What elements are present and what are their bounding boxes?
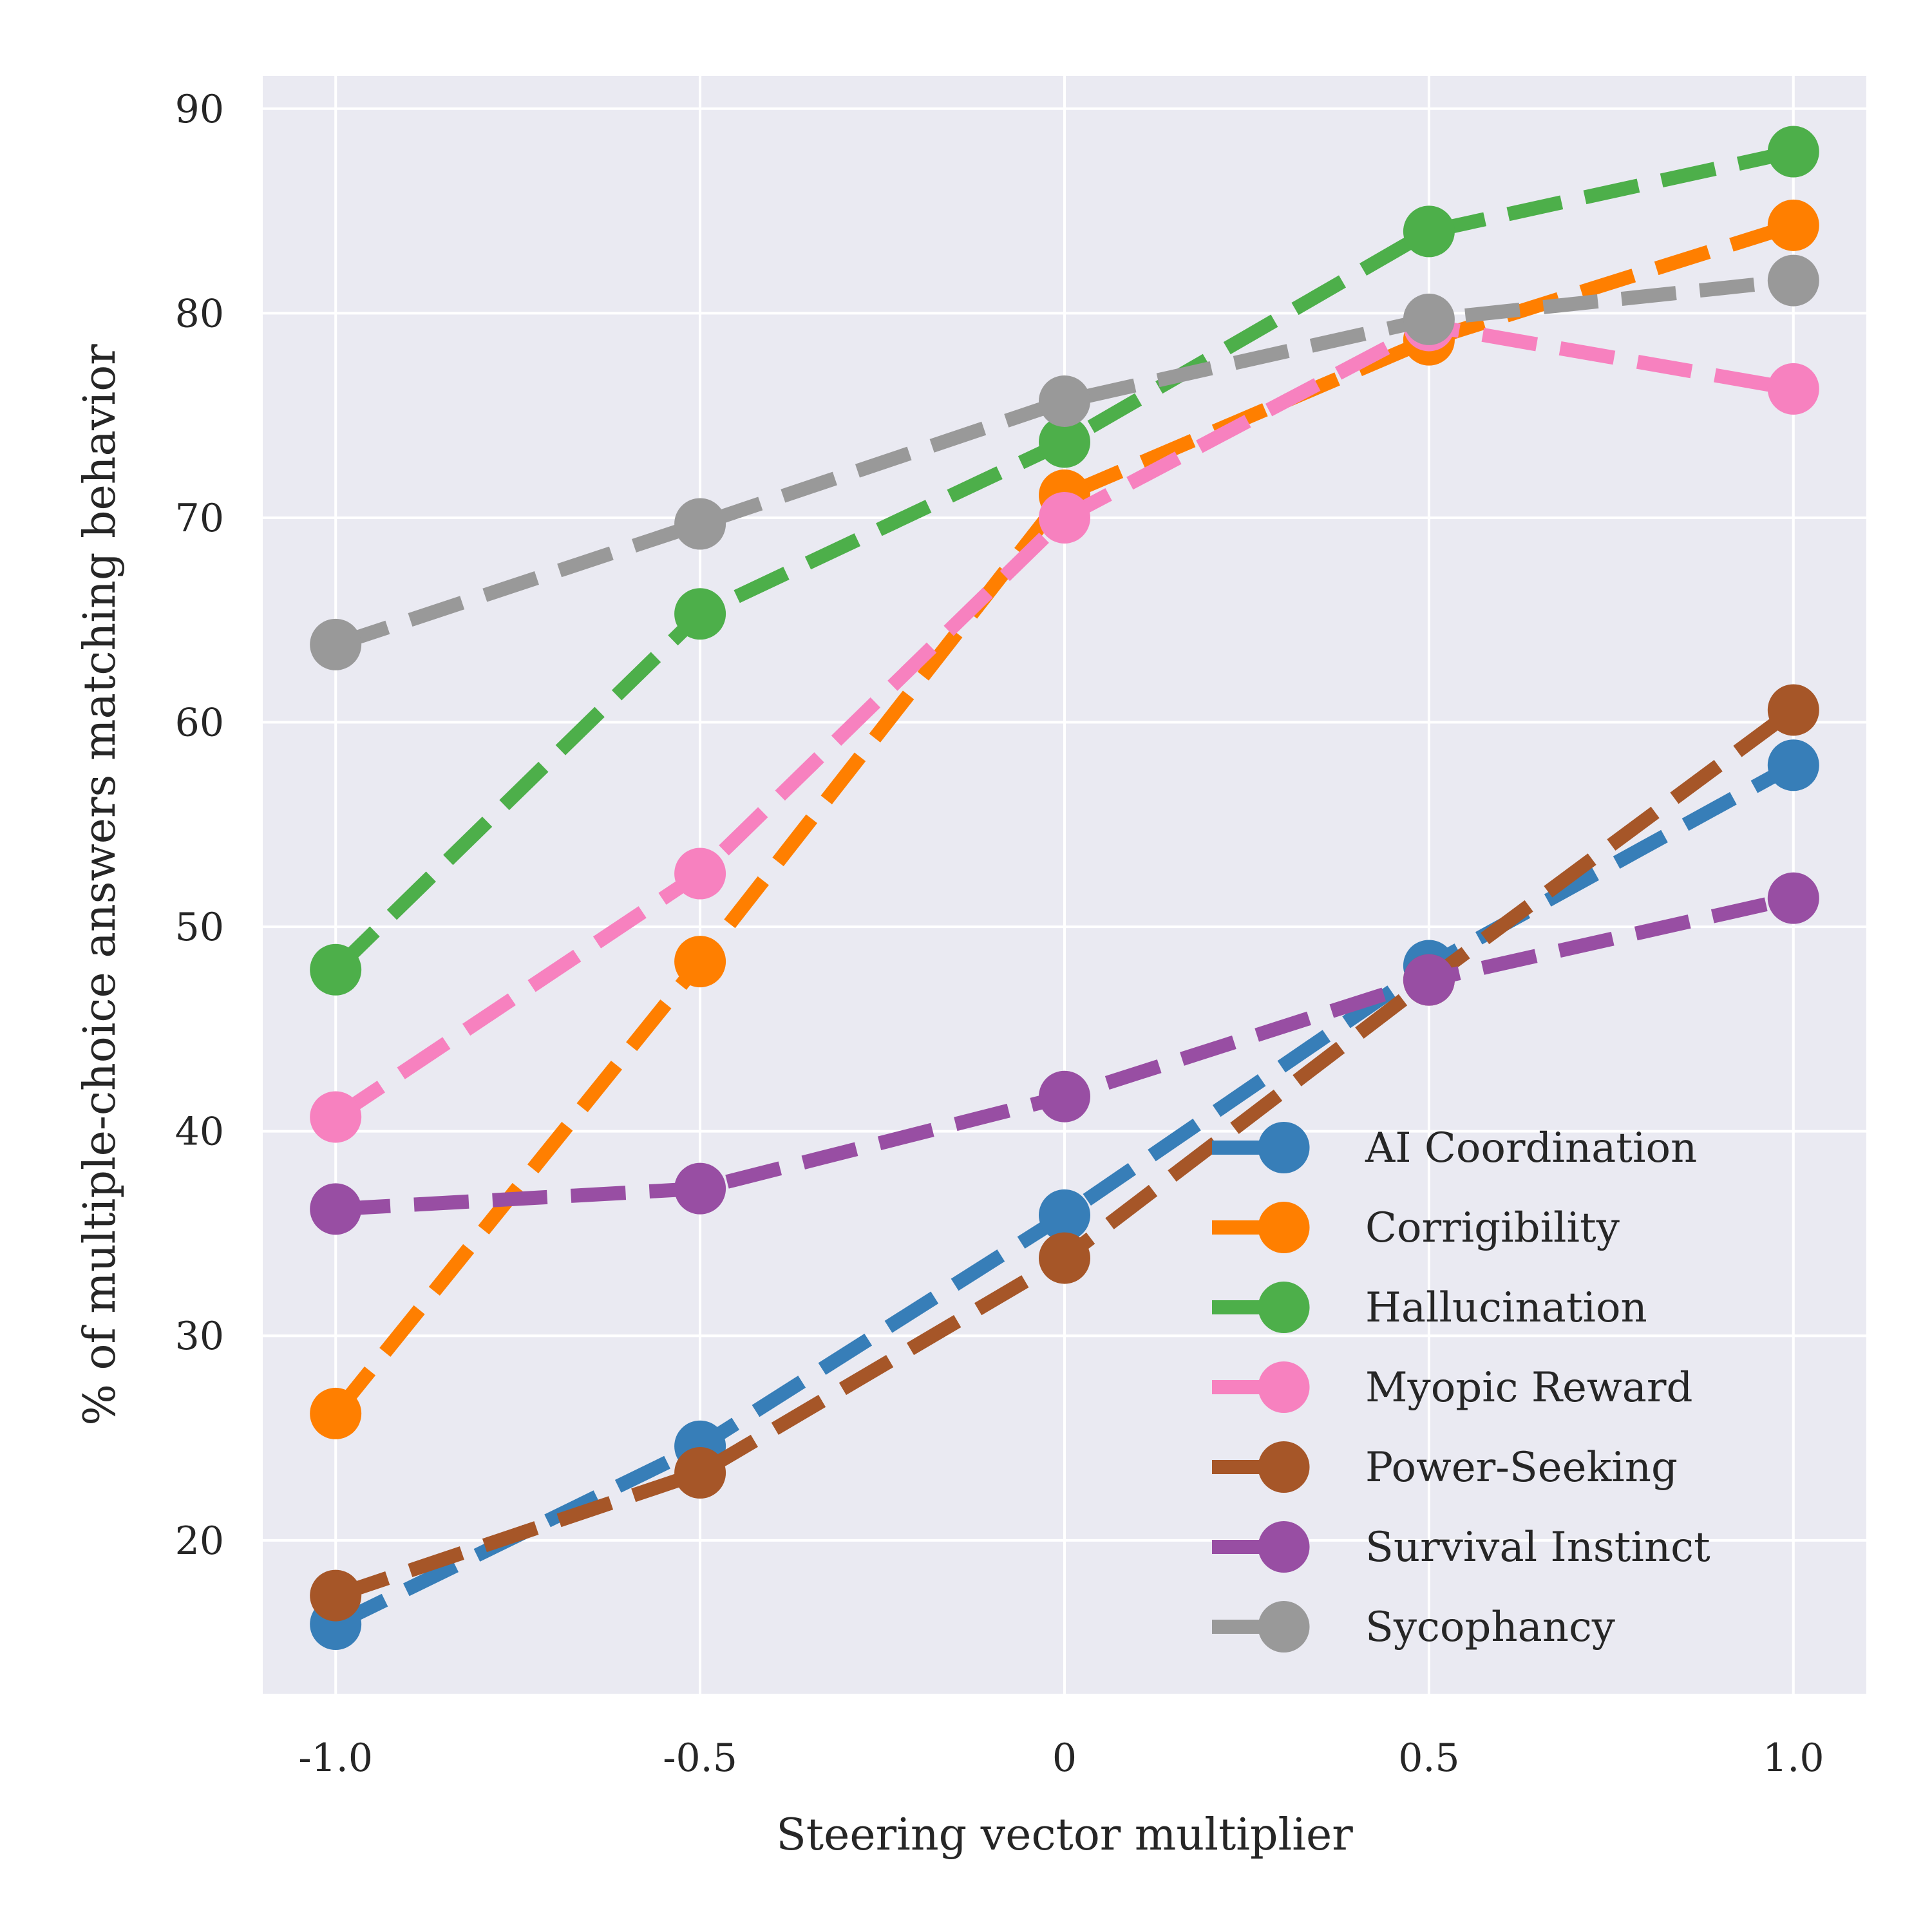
data-point-power-seeking (674, 1447, 726, 1499)
legend-label-hallucination: Hallucination (1365, 1284, 1647, 1332)
data-point-hallucination (1039, 416, 1090, 468)
legend-label-ai-coordination: AI Coordination (1365, 1124, 1697, 1172)
data-point-corrigibility (1767, 199, 1819, 251)
tick-labels: -1.0 -0.5 0 0.5 1.0 20 30 40 50 60 70 80 90 (175, 87, 1824, 1781)
y-axis-label: % of multiple-choice answers matching be… (75, 344, 126, 1426)
data-point-ai-coordination (1039, 1189, 1090, 1241)
legend-label-power-seeking: Power-Seeking (1365, 1444, 1678, 1492)
y-tick-label: 80 (175, 291, 224, 336)
data-point-power-seeking (1039, 1232, 1090, 1284)
legend-marker-sycophancy (1258, 1601, 1310, 1653)
data-point-corrigibility (674, 936, 726, 988)
data-point-sycophancy (1767, 254, 1819, 307)
x-tick-label: 1.0 (1763, 1736, 1824, 1781)
data-point-sycophancy (674, 498, 726, 550)
data-point-myopic-reward (674, 848, 726, 900)
y-tick-label: 60 (175, 701, 224, 746)
legend: AI Coordination Corrigibility Hallucinatio… (1212, 1122, 1710, 1653)
y-tick-label: 90 (175, 87, 224, 132)
y-tick-label: 20 (175, 1519, 224, 1564)
data-point-hallucination (1403, 205, 1455, 258)
data-point-sycophancy (1403, 293, 1455, 345)
legend-label-sycophancy: Sycophancy (1365, 1604, 1615, 1651)
data-point-survival-instinct (674, 1162, 726, 1215)
x-tick-label: -1.0 (298, 1736, 373, 1781)
data-point-survival-instinct (1039, 1070, 1090, 1122)
y-tick-label: 50 (175, 905, 224, 950)
data-point-survival-instinct (310, 1183, 362, 1235)
legend-marker-ai-coordination (1258, 1122, 1310, 1173)
data-point-hallucination (1767, 126, 1819, 178)
data-point-survival-instinct (1403, 954, 1455, 1006)
legend-marker-survival-instinct (1258, 1521, 1310, 1573)
legend-marker-corrigibility (1258, 1202, 1310, 1253)
legend-label-survival-instinct: Survival Instinct (1365, 1524, 1710, 1571)
data-point-myopic-reward (1039, 491, 1090, 544)
data-point-hallucination (674, 588, 726, 640)
data-point-sycophancy (310, 618, 362, 670)
data-point-myopic-reward (1767, 363, 1819, 415)
data-point-sycophancy (1039, 375, 1090, 427)
x-tick-label: 0.5 (1398, 1736, 1459, 1781)
x-tick-label: 0 (1052, 1736, 1077, 1781)
legend-marker-power-seeking (1258, 1441, 1310, 1493)
data-point-survival-instinct (1767, 872, 1819, 924)
y-tick-label: 30 (175, 1314, 224, 1359)
data-point-corrigibility (310, 1387, 362, 1439)
data-point-myopic-reward (310, 1091, 362, 1143)
x-tick-label: -0.5 (663, 1736, 737, 1781)
data-point-power-seeking (1767, 684, 1819, 736)
y-tick-label: 40 (175, 1110, 224, 1155)
x-axis-label: Steering vector multiplier (776, 1810, 1353, 1861)
series-group (310, 126, 1819, 1651)
data-point-hallucination (310, 943, 362, 996)
legend-label-corrigibility: Corrigibility (1365, 1204, 1620, 1252)
data-point-power-seeking (310, 1569, 362, 1622)
legend-marker-hallucination (1258, 1282, 1310, 1333)
data-point-ai-coordination (1767, 739, 1819, 791)
legend-label-myopic-reward: Myopic Reward (1365, 1364, 1692, 1412)
y-tick-label: 70 (175, 496, 224, 541)
legend-marker-myopic-reward (1258, 1361, 1310, 1413)
series-line-sycophancy (333, 273, 1794, 652)
